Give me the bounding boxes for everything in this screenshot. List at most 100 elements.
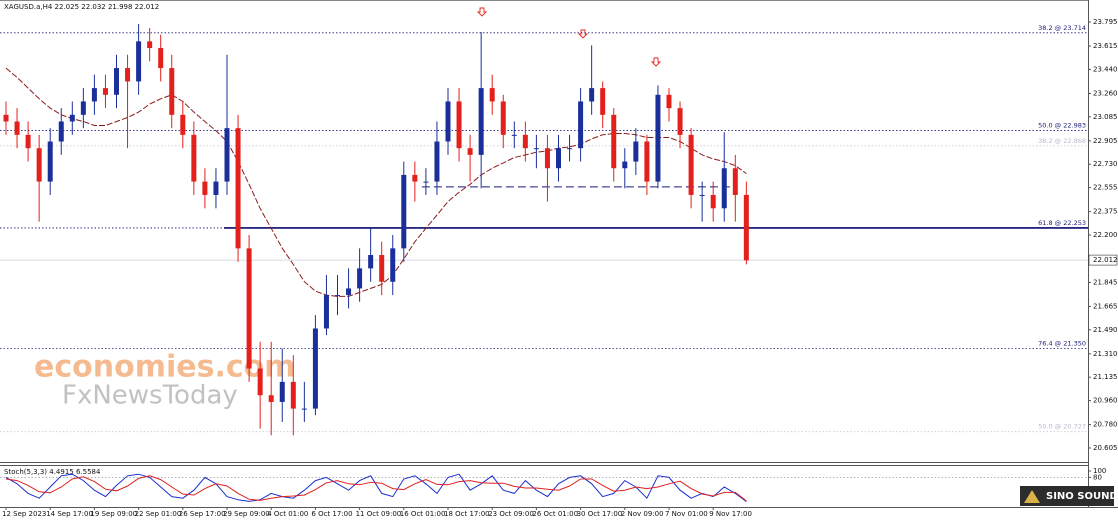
arrow [476,7,488,17]
y-tick-label: 20.780 [1093,421,1118,429]
candle-body [379,255,385,282]
candle-body [14,121,20,135]
candle-body [191,134,197,182]
candle-body [533,148,539,150]
candle-body [578,101,584,149]
x-tick-label: 6 Oct 17:00 [311,510,352,518]
candle-body [467,148,473,155]
fib-label: 38.2 @ 22.868 [1038,137,1086,145]
candle-body [290,381,296,409]
candle-body [677,108,683,135]
x-tick-label: 30 Oct 17:00 [577,510,623,518]
x-tick-label: 18 Oct 17:00 [444,510,490,518]
watermark: economies.com [34,350,296,385]
y-tick-label: 23.615 [1093,42,1118,50]
candle-body [335,295,340,297]
candle-body [401,174,407,249]
candle-body [434,141,440,182]
candle-body [246,248,252,369]
candle-body [732,168,738,195]
x-tick-label: 19 Sep 09:00 [90,510,137,518]
current-price-label: 22.012 [1093,256,1118,264]
candle-body [688,134,694,195]
y-tick-label: 21.845 [1093,278,1118,286]
y-tick-label: 23.440 [1093,65,1118,73]
candle-body [80,101,86,115]
x-tick-label: 22 Sep 01:00 [135,510,182,518]
candle-body [445,101,451,142]
candle-body [279,381,285,402]
candle-body [180,114,186,135]
candle-body [58,121,64,142]
fib-label: 50.0 @ 22.983 [1038,121,1086,129]
candle-body [390,248,396,282]
candle-body [235,128,241,249]
y-tick-label: 22.555 [1093,184,1118,192]
y-tick-label: 22.200 [1093,231,1118,239]
candle-body [346,288,352,296]
stoch-line [5,473,747,503]
candle-body [102,88,108,95]
fib-label: 61.8 @ 22.253 [1038,219,1086,227]
arrow [650,57,662,67]
candle-body [147,41,153,49]
candle-body [158,48,164,69]
fib-label: 76.4 @ 21.350 [1038,339,1086,347]
stoch-tick-label: 100 [1093,467,1106,475]
candle-body [511,134,517,136]
candle-body [600,88,606,115]
candle-body [666,94,672,109]
logo-mark [1024,490,1040,503]
logo: SINO SOUND [1046,491,1118,502]
candle-body [622,161,628,169]
candle-body [644,141,650,182]
candle-body [224,128,230,182]
x-tick-label: 23 Oct 09:00 [488,510,534,518]
candle-body [743,194,749,261]
candle-body [36,148,42,182]
x-tick-label: 16 Oct 01:00 [400,510,446,518]
current-price-box [1088,254,1118,266]
logo-box [1020,486,1114,506]
candle-body [544,148,550,169]
x-tick-label: 29 Sep 09:00 [223,510,270,518]
y-tick-label: 21.135 [1093,373,1118,381]
candle-body [114,68,119,95]
candle-body [213,181,219,195]
y-tick-label: 21.665 [1093,302,1118,310]
chart-title: XAGUSD.a,H4 22.025 22.032 21.998 22.012 [4,3,159,11]
y-tick-label: 22.730 [1093,160,1118,168]
candle-body [368,255,374,269]
x-tick-label: 26 Oct 01:00 [532,510,578,518]
x-tick-label: 7 Nov 01:00 [665,510,708,518]
moving-average [5,67,747,297]
x-tick-label: 9 Nov 17:00 [709,510,752,518]
arrow [577,29,589,39]
watermark: FxNewsToday [62,381,238,411]
y-tick-label: 23.260 [1093,89,1118,97]
candle-body [25,134,31,149]
candle-body [69,114,75,122]
x-tick-label: 11 Oct 09:00 [356,510,402,518]
fib-label: 38.2 @ 23.714 [1038,24,1086,32]
candle-body [611,114,617,169]
y-tick-label: 22.375 [1093,208,1118,216]
candle-body [567,148,573,150]
candle-body [323,295,329,329]
x-tick-label: 26 Sep 17:00 [179,510,226,518]
candle-body [489,88,495,102]
y-tick-label: 20.960 [1093,397,1118,405]
stoch-line [5,475,747,502]
candle-body [589,88,595,102]
candle-body [357,268,363,289]
y-tick-label: 21.490 [1093,326,1118,334]
candle-body [47,141,53,182]
y-tick-label: 22.905 [1093,137,1118,145]
candle-body [257,368,263,396]
y-tick-label: 23.795 [1093,18,1118,26]
y-tick-label: 23.085 [1093,113,1118,121]
candle-body [91,88,97,102]
candle-body [655,94,661,182]
